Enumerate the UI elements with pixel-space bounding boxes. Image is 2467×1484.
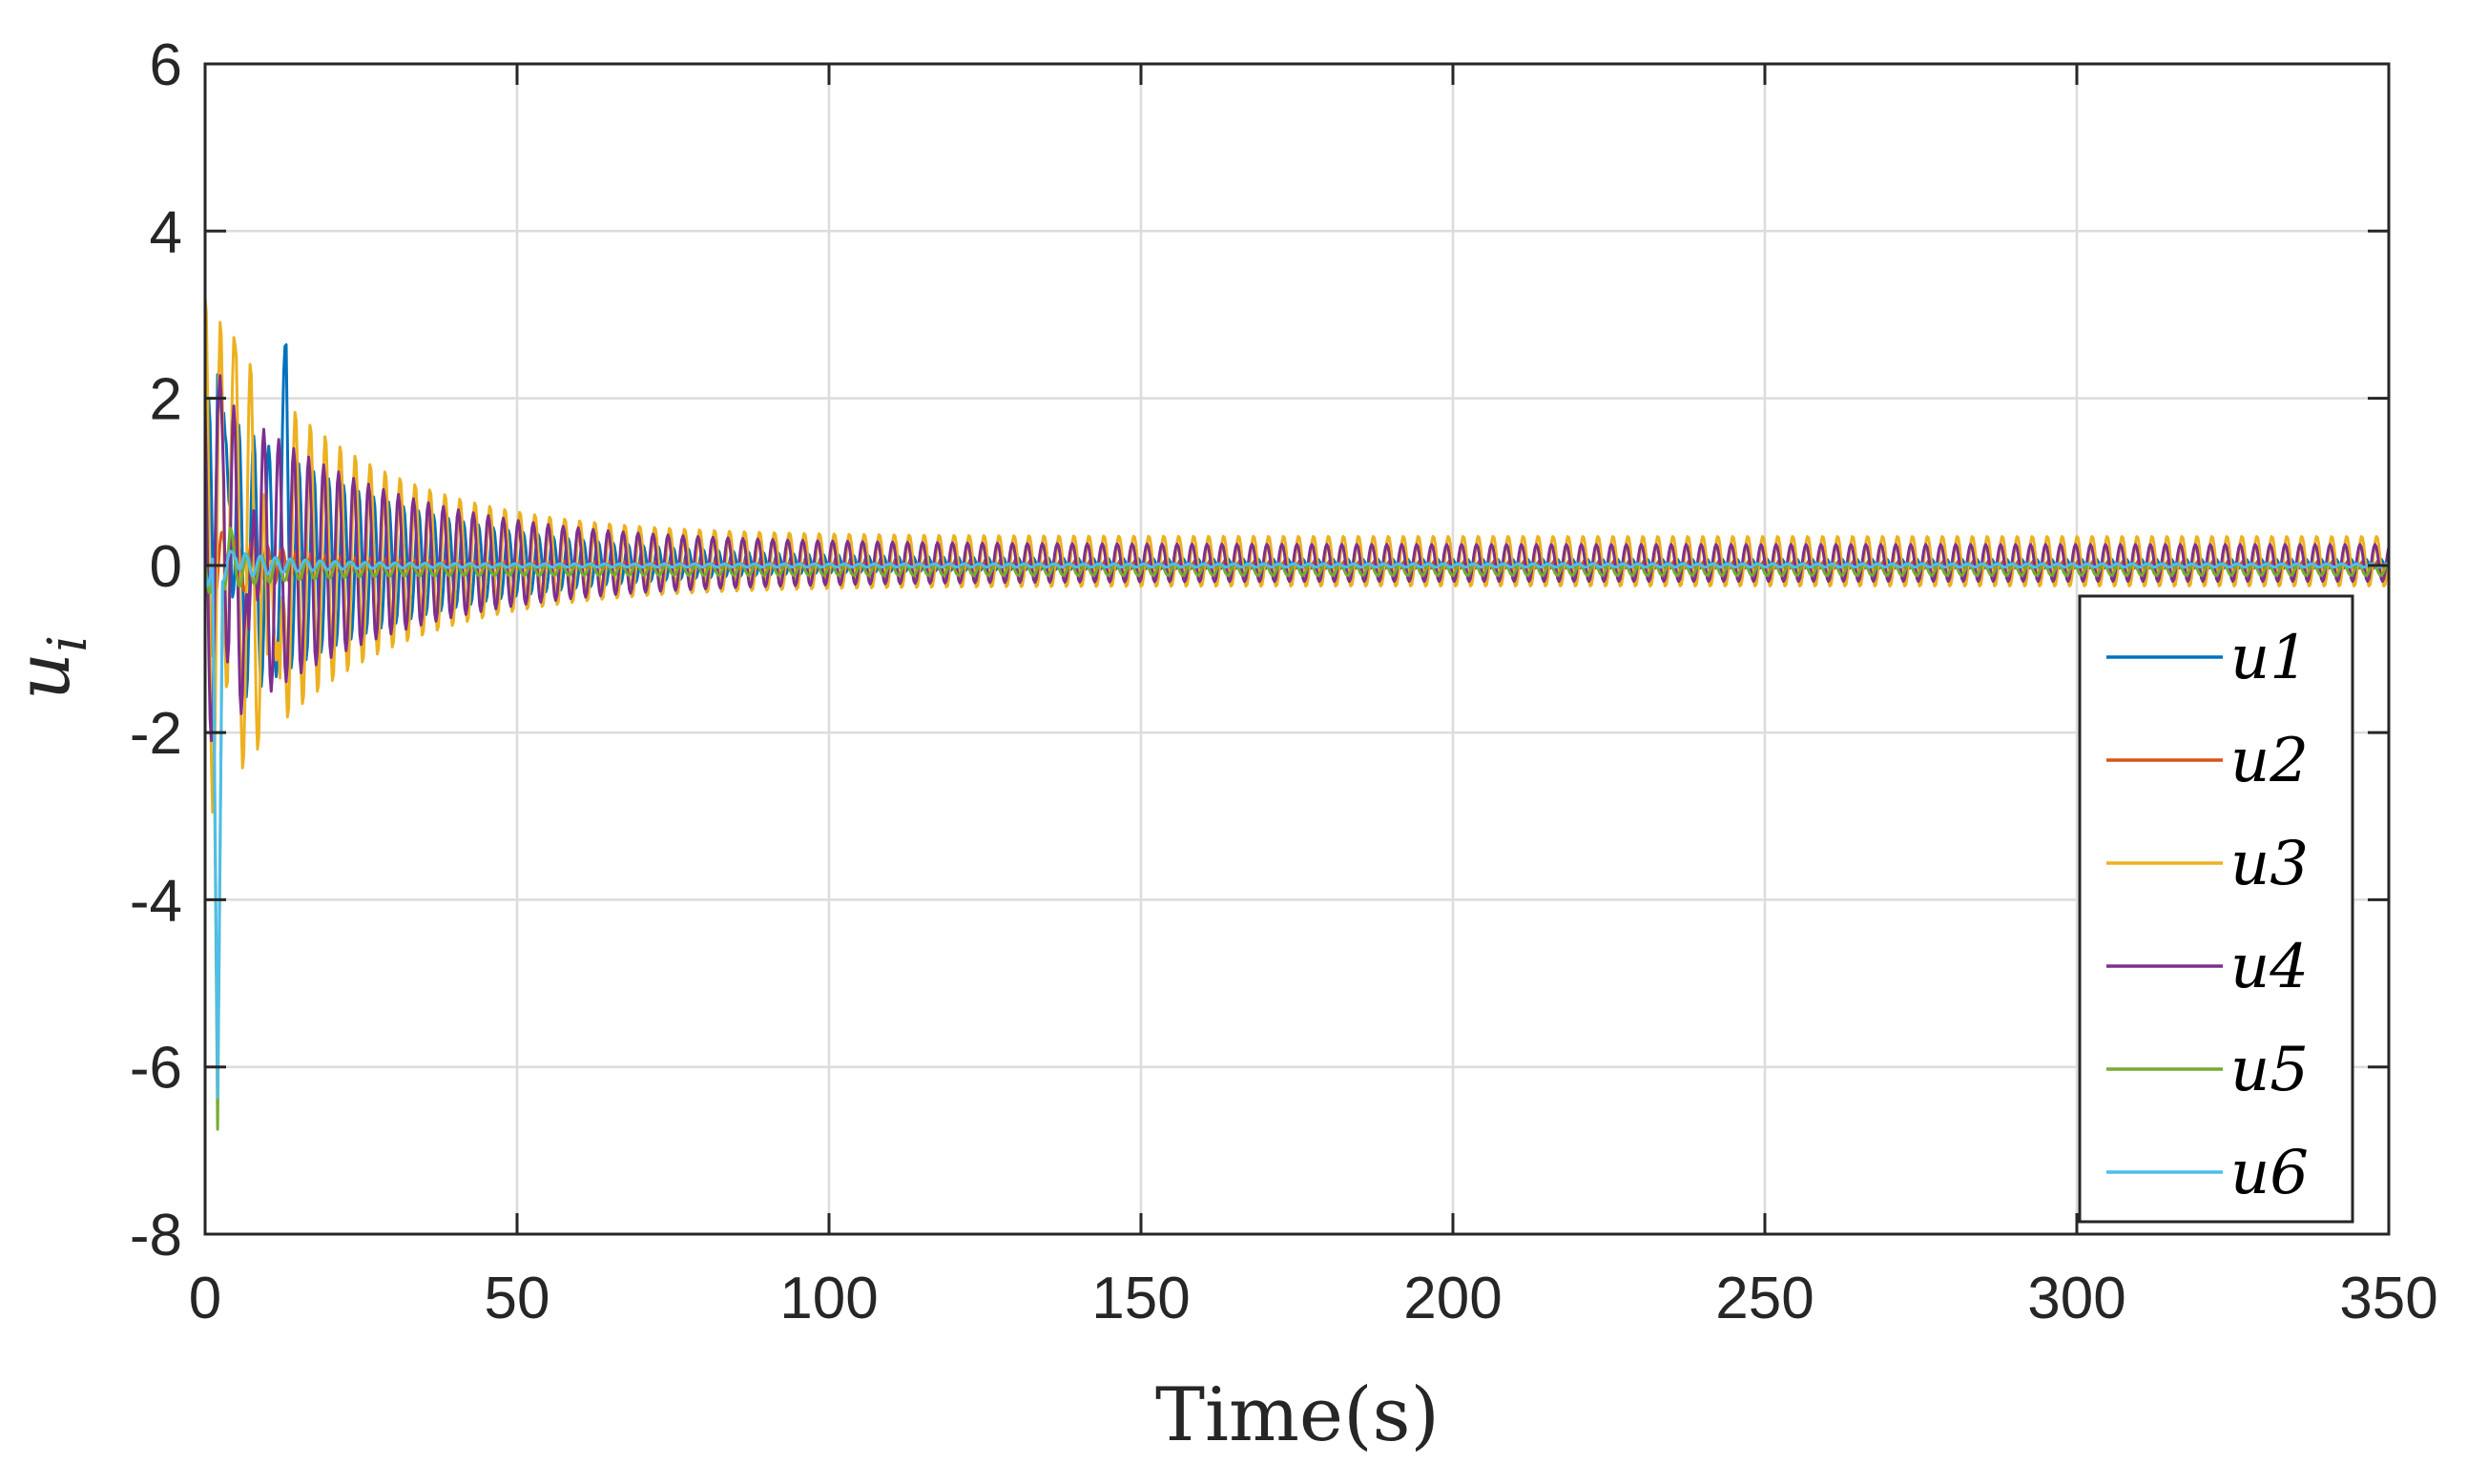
x-axis-label: Time(s) (1155, 1372, 1440, 1458)
x-tick-label: 350 (2339, 1266, 2437, 1331)
x-tick-label: 250 (1715, 1266, 1814, 1331)
series-line-u3 (205, 297, 2389, 814)
legend-label-u6: u6 (2230, 1138, 2309, 1208)
legend: u1 u2 u3 u4 u5 u6 (2078, 594, 2354, 1224)
series-line-u4 (205, 374, 2389, 742)
y-axis-label-main: u (1, 652, 87, 700)
y-tick-label: -2 (130, 701, 182, 767)
legend-box (2078, 594, 2354, 1224)
y-axis-label-sub: i (37, 635, 99, 652)
y-axis-label: ui (1, 635, 99, 700)
series-group (205, 297, 2389, 1131)
y-tick-label: -6 (130, 1036, 182, 1102)
y-tick-label: -8 (130, 1203, 182, 1268)
x-tick-label: 100 (779, 1266, 878, 1331)
y-tick-label: 2 (150, 367, 182, 433)
x-tick-label: 200 (1403, 1266, 1502, 1331)
legend-label-u5: u5 (2230, 1035, 2309, 1105)
x-tick-label: 300 (2027, 1266, 2125, 1331)
legend-label-u1: u1 (2230, 623, 2309, 693)
y-tick-label: -4 (130, 868, 182, 934)
plot-area (205, 64, 2389, 1234)
legend-label-u2: u2 (2230, 726, 2309, 796)
x-tick-label: 150 (1091, 1266, 1190, 1331)
svg-text:ui: ui (1, 635, 99, 700)
ticks (203, 62, 2391, 1236)
tick-labels: 0 50 100 150 200 250 300 350 -8 -6 -4 -2 0 2 4 6 (130, 32, 2438, 1331)
plot-frame (203, 62, 2391, 1236)
series-line-u6 (205, 549, 2389, 1100)
legend-label-u3: u3 (2230, 829, 2309, 899)
y-tick-label: 4 (150, 199, 182, 265)
y-tick-label: 6 (150, 32, 182, 98)
y-tick-label: 0 (150, 534, 182, 600)
x-tick-label: 0 (189, 1266, 221, 1331)
x-tick-label: 50 (485, 1266, 550, 1331)
legend-label-u4: u4 (2230, 932, 2309, 1002)
